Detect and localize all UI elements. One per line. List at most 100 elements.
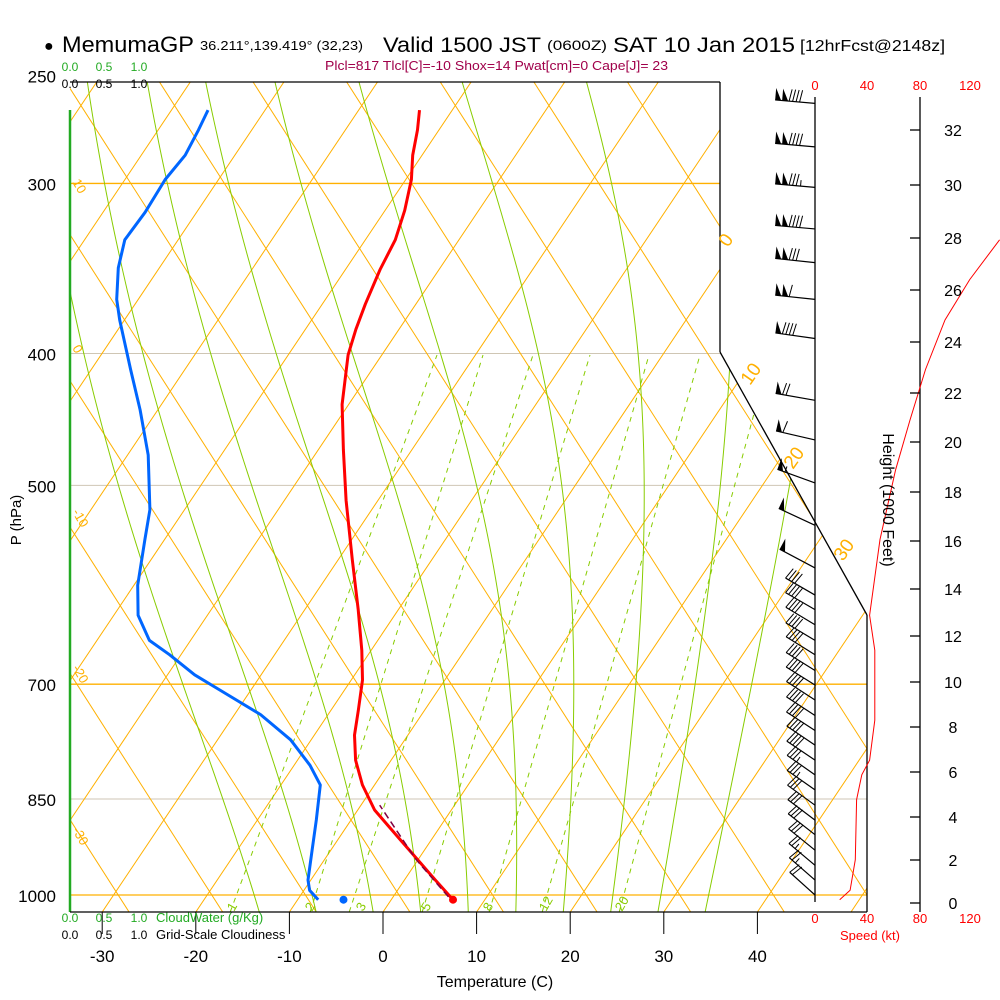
speed-axis-title: Speed (kt): [840, 928, 900, 943]
height-tick-label: 8: [949, 720, 958, 737]
barb-stem: [786, 769, 816, 791]
barb-full: [795, 133, 800, 146]
barb-full: [785, 643, 795, 653]
stability-indices: Plcl=817 Tlcl[C]=-10 Shox=14 Pwat[cm]=0 …: [325, 59, 668, 73]
barb-stem: [775, 332, 816, 340]
moist-adiabat-line: [141, 82, 376, 912]
barb-full: [791, 646, 801, 657]
barb-full: [787, 805, 798, 815]
wind-barb: [787, 805, 816, 836]
barb-full: [799, 90, 804, 103]
barb-pennant: [775, 131, 782, 144]
barb-full: [791, 616, 801, 627]
wind-barb: [789, 864, 816, 896]
barb-pennant: [782, 247, 789, 260]
isotherm-label: 10: [737, 360, 766, 389]
barb-full: [795, 248, 800, 261]
barb-full: [787, 790, 798, 801]
barb-full: [791, 851, 802, 861]
barb-full: [791, 586, 800, 597]
barb-stem: [789, 871, 816, 896]
x-axis-title: Temperature (C): [437, 974, 553, 991]
barb-pennant: [775, 246, 782, 260]
barb-full: [794, 618, 804, 629]
surface-temperature-point: [449, 895, 458, 904]
valid-time: Valid 1500 JST: [383, 34, 541, 57]
barb-full: [786, 687, 796, 698]
height-tick-label: 18: [944, 485, 962, 502]
barb-full: [788, 173, 793, 186]
dry-adiabat-line: [519, 82, 867, 912]
barb-full: [794, 573, 803, 584]
barb-full: [794, 677, 804, 688]
mixing-ratio-line: [421, 354, 591, 912]
temperature-tick-label: 10: [467, 947, 486, 966]
barb-full: [787, 776, 797, 786]
isotherm-line: [382, 82, 867, 912]
barb-half: [796, 756, 801, 763]
barb-full: [785, 597, 795, 608]
barb-stem: [775, 183, 816, 188]
wind-barb: [785, 568, 816, 596]
barb-stem: [786, 681, 816, 701]
barb-full: [788, 835, 799, 844]
barb-full: [788, 214, 793, 227]
barb-stem: [775, 392, 816, 401]
cloudwater-tick-bottom: 0.5: [96, 911, 113, 925]
barb-full: [785, 613, 795, 624]
barb-full: [795, 215, 800, 228]
barb-full: [794, 663, 804, 673]
barb-half: [796, 771, 801, 778]
barb-full: [789, 748, 799, 758]
speed-tick-bottom: 120: [959, 911, 981, 926]
barb-pennant: [775, 321, 782, 334]
barb-full: [795, 173, 800, 186]
barb-full: [791, 676, 801, 686]
speed-tick-bottom: 40: [860, 911, 874, 926]
wind-barb: [785, 582, 816, 611]
barb-stem: [786, 696, 816, 716]
barb-stem: [777, 468, 816, 484]
isotherm-line: [195, 82, 768, 912]
wind-barb: [785, 643, 816, 672]
isotherm-label: 30: [830, 536, 859, 565]
isotherm-line: [476, 82, 867, 912]
barb-stem: [787, 813, 816, 836]
barb-stem: [775, 294, 816, 300]
mixing-ratio-line: [348, 354, 534, 912]
mixing-ratio-line: [229, 354, 438, 912]
wind-barb: [786, 761, 816, 791]
temperature-tick-label: 40: [748, 947, 767, 966]
barb-stem: [787, 784, 816, 806]
isotherm-line: [70, 82, 487, 912]
height-tick-label: 2: [949, 853, 958, 870]
barb-full: [789, 689, 799, 700]
barb-half: [794, 843, 800, 849]
station-marker-icon: ●: [44, 38, 54, 55]
height-tick-label: 20: [944, 435, 962, 452]
dry-adiabat-line: [70, 82, 598, 912]
wind-barb: [788, 849, 816, 881]
barb-stem: [775, 142, 816, 148]
wind-barb: [775, 171, 816, 188]
barb-full: [799, 133, 804, 146]
height-tick-label: 12: [944, 629, 962, 646]
barb-full: [792, 133, 797, 146]
barb-full: [794, 603, 804, 613]
plot-frame: [70, 81, 1000, 913]
barb-stem: [786, 754, 816, 776]
dry-adiabat-line: [70, 82, 317, 912]
wind-barb: [786, 746, 816, 776]
barb-full: [795, 722, 805, 733]
wind-barb: [787, 776, 816, 806]
height-tick-label: 4: [949, 810, 958, 827]
barb-full: [793, 795, 803, 805]
moist-adiabat-line: [577, 82, 645, 912]
height-tick-label: 10: [944, 675, 962, 692]
barb-full: [788, 570, 797, 581]
station-coords: 36.211°,139.419° (32,23): [200, 38, 363, 53]
height-tick-label: 30: [944, 178, 962, 195]
barb-full: [794, 708, 804, 719]
barb-pennant: [775, 283, 782, 296]
